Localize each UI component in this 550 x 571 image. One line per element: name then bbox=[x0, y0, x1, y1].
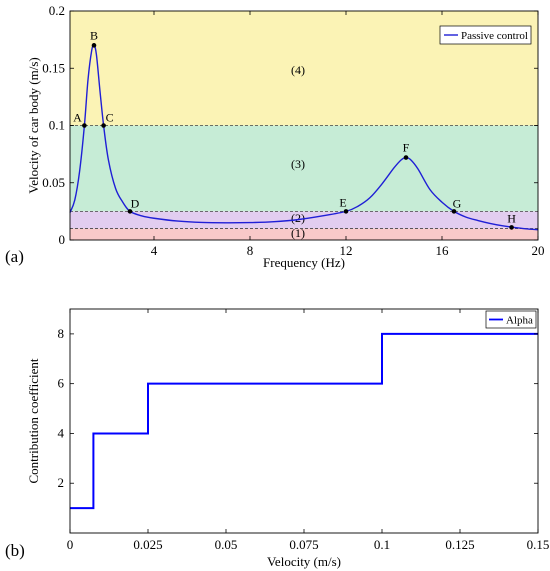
x-tick-label: 8 bbox=[247, 243, 254, 258]
x-tick-label: 0.1 bbox=[374, 537, 390, 552]
y-axis-title: Velocity of car body (m/s) bbox=[26, 57, 41, 193]
legend-label: Alpha bbox=[506, 315, 533, 327]
x-axis-title: Velocity (m/s) bbox=[267, 554, 341, 569]
x-tick-label: 0.025 bbox=[133, 537, 162, 552]
y-tick-label: 8 bbox=[58, 326, 65, 341]
point-marker bbox=[91, 43, 97, 48]
point-marker bbox=[451, 209, 457, 214]
panel-label-a: (a) bbox=[5, 247, 24, 266]
y-tick-label: 6 bbox=[58, 376, 65, 391]
legend-box bbox=[439, 25, 532, 45]
legend-label: Passive control bbox=[461, 30, 528, 42]
point-label: G bbox=[453, 196, 462, 210]
y-axis-title: Contribution coefficient bbox=[26, 358, 41, 483]
region-label: (3) bbox=[291, 157, 305, 171]
chart-panel-b: 0 0.025 0.05 0.075 0.1 0.125 0.15 2 4 6 8 Velocity … bbox=[5, 308, 550, 569]
point-marker bbox=[127, 209, 133, 214]
y-tick-label: 0.05 bbox=[42, 175, 65, 190]
point-label: A bbox=[73, 111, 82, 125]
point-label: E bbox=[339, 195, 346, 209]
y-tick-label: 0.1 bbox=[49, 118, 65, 133]
point-marker bbox=[343, 209, 349, 214]
region-label: (1) bbox=[291, 226, 305, 240]
plot-background bbox=[70, 309, 538, 533]
point-label: B bbox=[90, 28, 98, 42]
chart-panel-a: (1)(2) (3) (4) A B C D E F G H 4 8 12 16 20 0 0.05 0.1 0.15… bbox=[5, 3, 545, 270]
point-marker bbox=[82, 123, 87, 128]
point-label: F bbox=[403, 141, 410, 155]
x-tick-label: 0.05 bbox=[215, 537, 238, 552]
x-tick-label: 0 bbox=[67, 537, 74, 552]
point-marker bbox=[509, 225, 514, 230]
x-tick-label: 0.075 bbox=[289, 537, 318, 552]
x-tick-label: 12 bbox=[340, 243, 353, 258]
x-tick-label: 20 bbox=[532, 243, 545, 258]
point-label: D bbox=[131, 196, 140, 210]
region-label: (2) bbox=[291, 211, 305, 225]
y-tick-label: 0 bbox=[59, 232, 66, 247]
x-tick-label: 0.15 bbox=[527, 537, 550, 552]
point-label: C bbox=[106, 111, 114, 125]
legend-box bbox=[485, 310, 537, 329]
y-tick-label: 0.2 bbox=[49, 3, 65, 18]
point-marker bbox=[403, 155, 409, 160]
y-tick-label: 4 bbox=[58, 425, 65, 440]
x-tick-label: 16 bbox=[436, 243, 450, 258]
region-band bbox=[70, 125, 538, 212]
x-axis-title: Frequency (Hz) bbox=[263, 255, 345, 270]
y-tick-label: 0.15 bbox=[42, 60, 65, 75]
point-label: H bbox=[507, 211, 516, 225]
y-tick-label: 2 bbox=[58, 475, 65, 490]
panel-label-b: (b) bbox=[5, 541, 25, 560]
region-band bbox=[70, 211, 538, 229]
series-line-alpha bbox=[70, 332, 538, 510]
region-band bbox=[70, 228, 538, 240]
x-tick-label: 4 bbox=[151, 243, 158, 258]
point-marker bbox=[101, 123, 106, 128]
region-label: (4) bbox=[291, 63, 305, 77]
x-tick-label: 0.125 bbox=[445, 537, 474, 552]
